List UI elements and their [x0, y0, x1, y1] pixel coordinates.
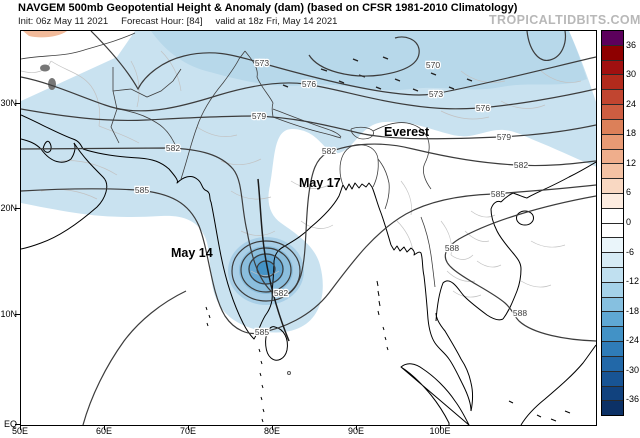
lat-label-20N: 20N — [0, 203, 17, 213]
forecast-hour: Forecast Hour: [84] — [121, 15, 203, 27]
lon-label-100E: 100E — [429, 426, 451, 436]
colorbar-cell-20 — [602, 327, 623, 343]
colorbar-cell-6 — [602, 119, 623, 135]
colorbar-label-18: 18 — [626, 128, 637, 139]
colorbar-cell-0 — [602, 31, 623, 46]
colorbar-cell-7 — [602, 134, 623, 150]
colorbar-label-36: 36 — [626, 39, 637, 50]
colorbar-cell-18 — [602, 297, 623, 313]
colorbar-cell-15 — [602, 253, 623, 268]
contour-label-579: 579 — [497, 132, 511, 142]
colorbar-cell-8 — [602, 149, 623, 165]
contour-label-582: 582 — [274, 288, 288, 298]
lat-tick — [15, 314, 20, 315]
colorbar-cell-5 — [602, 105, 623, 120]
colorbar-label--12: -12 — [626, 276, 640, 287]
lon-tick — [188, 425, 189, 430]
lon-label-50E: 50E — [11, 426, 29, 436]
coastlines — [21, 114, 596, 425]
colorbar-cell-14 — [602, 238, 623, 254]
colorbar-label-24: 24 — [626, 98, 637, 109]
map-graphics: 570 573 573 576 576 579 579 582 582 582 582 585 585 5… — [21, 31, 596, 425]
colorbar-cell-25 — [602, 401, 623, 416]
contour-label-585: 585 — [135, 185, 149, 195]
colorbar-cell-12 — [602, 208, 623, 224]
contour-label-570: 570 — [426, 60, 440, 70]
lon-label-60E: 60E — [95, 426, 113, 436]
colorbar-label-12: 12 — [626, 157, 637, 168]
lat-label-30N: 30N — [0, 98, 17, 108]
model-run-info: Init: 06z May 11 2021 Forecast Hour: [84]… — [18, 16, 350, 27]
page-title: NAVGEM 500mb Geopotential Height & Anoma… — [18, 2, 518, 14]
lon-label-80E: 80E — [263, 426, 281, 436]
colorbar-label--36: -36 — [626, 394, 640, 405]
colorbar-cell-16 — [602, 268, 623, 283]
colorbar-cell-22 — [602, 356, 623, 372]
colorbar-label--24: -24 — [626, 335, 640, 346]
lat-tick — [15, 103, 20, 104]
colorbar-cell-13 — [602, 223, 623, 239]
lat-label-10N: 10N — [0, 309, 17, 319]
contour-label-576: 576 — [302, 79, 316, 89]
annotation-may-17: May 17 — [299, 176, 341, 190]
contour-label-576: 576 — [476, 103, 490, 113]
lon-label-90E: 90E — [347, 426, 365, 436]
contour-label-579: 579 — [252, 111, 266, 121]
colorbar-label--6: -6 — [626, 246, 635, 257]
contour-label-582: 582 — [514, 160, 528, 170]
colorbar-label--30: -30 — [626, 364, 640, 375]
colorbar-cell-19 — [602, 312, 623, 328]
contour-label-573: 573 — [255, 58, 269, 68]
colorbar-cell-10 — [602, 179, 623, 194]
contour-label-588: 588 — [445, 243, 459, 253]
colorbar-cell-3 — [602, 75, 623, 91]
country-borders — [21, 32, 436, 288]
colorbar-cell-11 — [602, 193, 623, 209]
colorbar-cell-17 — [602, 282, 623, 298]
contour-label-588: 588 — [513, 308, 527, 318]
colorbar-cell-2 — [602, 60, 623, 76]
colorbar-cell-9 — [602, 164, 623, 180]
init-time: Init: 06z May 11 2021 — [18, 15, 109, 27]
contour-label-585: 585 — [491, 189, 505, 199]
lon-tick — [440, 425, 441, 430]
lon-tick — [356, 425, 357, 430]
lat-label-EQ: EQ — [3, 419, 17, 429]
contour-label-585: 585 — [255, 327, 269, 337]
valid-time: valid at 18z Fri, May 14 2021 — [215, 15, 338, 27]
lon-tick — [104, 425, 105, 430]
anomaly-colorbar — [601, 30, 624, 416]
lat-tick — [15, 424, 20, 425]
colorbar-cell-23 — [602, 371, 623, 387]
contour-label-582: 582 — [166, 143, 180, 153]
colorbar-cell-21 — [602, 342, 623, 357]
colorbar-cell-4 — [602, 90, 623, 106]
annotation-everest: Everest — [384, 125, 430, 139]
colorbar-label--18: -18 — [626, 305, 640, 316]
lon-tick — [20, 425, 21, 430]
colorbar-cell-1 — [602, 45, 623, 61]
height-contours — [21, 31, 596, 425]
contour-label-573: 573 — [429, 89, 443, 99]
colorbar-label-30: 30 — [626, 69, 637, 80]
lon-tick — [272, 425, 273, 430]
colorbar-cell-24 — [602, 386, 623, 402]
tropicaltidbits-logo: TROPICALTIDBITS.COM — [489, 13, 640, 27]
anomaly-shading — [21, 31, 596, 333]
contour-label-582: 582 — [322, 146, 336, 156]
colorbar-label-6: 6 — [626, 187, 632, 198]
map-canvas: 570 573 573 576 576 579 579 582 582 582 582 585 585 5… — [20, 30, 597, 426]
lat-tick — [15, 208, 20, 209]
annotation-may-14: May 14 — [171, 246, 213, 260]
lon-label-70E: 70E — [179, 426, 197, 436]
colorbar-label-0: 0 — [626, 217, 632, 227]
